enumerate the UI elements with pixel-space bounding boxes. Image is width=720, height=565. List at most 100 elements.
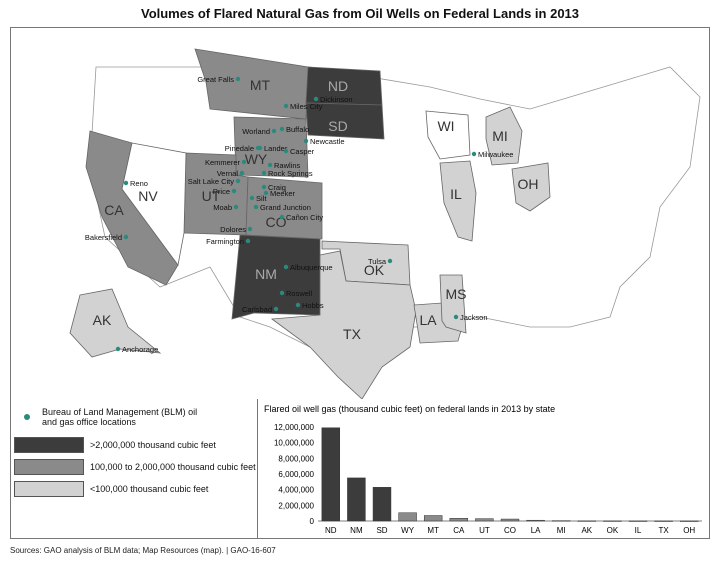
state-label-wy: WY xyxy=(245,151,268,167)
bar-nm xyxy=(347,477,366,522)
office-label: Vernal xyxy=(217,169,239,178)
office-dot-icon xyxy=(387,258,393,264)
bar-nd xyxy=(321,427,341,522)
office-label: Dolores xyxy=(220,225,246,234)
bar-ca xyxy=(449,518,469,522)
bar-tx xyxy=(654,520,673,522)
state-label-wi: WI xyxy=(437,118,454,134)
office-label: Albuquerque xyxy=(290,263,333,272)
office-label: Rock Springs xyxy=(268,169,313,178)
office-dot-icon xyxy=(295,302,301,308)
state-NV xyxy=(121,142,187,266)
office-label: Farmington xyxy=(206,237,244,246)
office-label: Grand Junction xyxy=(260,203,311,212)
us-map: MT ND SD WY UT CO CA NV NM OK TX LA MS IL OH MI WI AK Gre… xyxy=(10,27,710,399)
x-tick-label: SD xyxy=(376,526,387,535)
office-dot-icon xyxy=(267,162,273,168)
source-note: Sources: GAO analysis of BLM data; Map R… xyxy=(10,546,276,555)
office-dot-icon xyxy=(24,414,30,420)
office-label: Rawlins xyxy=(274,161,301,170)
y-tick-label: 10,000,000 xyxy=(274,439,315,448)
office-label: Anchorage xyxy=(122,345,158,354)
x-tick-label: MT xyxy=(427,526,439,535)
y-tick-label: 2,000,000 xyxy=(278,501,314,510)
bar-la xyxy=(526,519,545,522)
office-dot-icon xyxy=(249,195,255,201)
office-dot-icon xyxy=(261,170,267,176)
office-label: Casper xyxy=(290,147,315,156)
office-dot-icon xyxy=(471,151,477,157)
office-label: Craig xyxy=(268,183,286,192)
x-tick-label: LA xyxy=(531,526,541,535)
office-dot-icon xyxy=(279,214,285,220)
legend-swatch-dark xyxy=(14,437,84,453)
office-dot-icon xyxy=(253,204,259,210)
x-tick-label: ND xyxy=(325,526,337,535)
office-dot-icon xyxy=(239,170,245,176)
map-title: Volumes of Flared Natural Gas from Oil W… xyxy=(140,6,580,21)
office-dot-icon xyxy=(303,138,309,144)
office-dot-icon xyxy=(235,76,241,82)
state-MI xyxy=(485,106,523,166)
state-label-ut: UT xyxy=(202,188,221,204)
state-label-tx: TX xyxy=(343,326,362,342)
office-dot-icon xyxy=(263,190,269,196)
state-OH xyxy=(511,162,551,212)
office-dot-icon xyxy=(231,188,237,194)
office-dot-icon xyxy=(283,264,289,270)
state-label-sd: SD xyxy=(328,118,347,134)
office-dot-icon xyxy=(245,238,251,244)
office-dot-icon xyxy=(283,103,289,109)
bar-ok xyxy=(603,520,622,522)
office-dot-icon xyxy=(313,96,319,102)
bar-mt xyxy=(423,515,443,522)
x-tick-label: IL xyxy=(635,526,642,535)
office-label: Meeker xyxy=(270,189,296,198)
office-label: Hobbs xyxy=(302,301,324,310)
legend-tier-medium: 100,000 to 2,000,000 thousand cubic feet xyxy=(90,462,256,472)
office-label: Reno xyxy=(130,179,148,188)
state-NM xyxy=(231,234,321,320)
state-label-nm: NM xyxy=(255,266,277,282)
legend-tier-dark: >2,000,000 thousand cubic feet xyxy=(90,440,216,450)
office-dot-icon xyxy=(247,226,253,232)
office-label: Kemmerer xyxy=(205,158,241,167)
office-label: Cañon City xyxy=(286,213,323,222)
state-AK xyxy=(69,288,162,358)
office-label: Moab xyxy=(213,203,232,212)
x-tick-label: MI xyxy=(557,526,566,535)
chart-title: Flared oil well gas (thousand cubic feet… xyxy=(264,404,555,414)
office-label: Roswell xyxy=(286,289,313,298)
state-label-ok: OK xyxy=(364,262,385,278)
x-tick-label: NM xyxy=(350,526,363,535)
state-label-mi: MI xyxy=(492,128,508,144)
office-dot-icon xyxy=(241,159,247,165)
state-label-ms: MS xyxy=(446,286,467,302)
legend-tier-light: <100,000 thousand cubic feet xyxy=(90,484,209,494)
office-dot-icon xyxy=(235,178,241,184)
office-label: Newcastle xyxy=(310,137,345,146)
x-tick-label: WY xyxy=(401,526,415,535)
x-tick-label: CO xyxy=(504,526,516,535)
x-tick-label: OH xyxy=(683,526,695,535)
x-tick-label: OK xyxy=(607,526,619,535)
office-label: Price xyxy=(213,187,230,196)
office-label: Dickinson xyxy=(320,95,353,104)
state-label-oh: OH xyxy=(518,176,539,192)
office-dot-icon xyxy=(283,148,289,154)
office-dot-icon xyxy=(453,314,459,320)
bar-mi xyxy=(551,520,571,522)
state-label-nd: ND xyxy=(328,78,348,94)
office-label: Great Falls xyxy=(197,75,234,84)
legend-office-label: Bureau of Land Management (BLM) oil and … xyxy=(42,407,198,427)
office-label: Bakersfield xyxy=(85,233,122,242)
bar-wy xyxy=(398,512,417,522)
legend-swatch-light xyxy=(14,481,84,497)
state-IL xyxy=(439,160,477,242)
office-label: Worland xyxy=(242,127,270,136)
figure-frame xyxy=(10,27,710,539)
office-label: Carlsbad xyxy=(242,305,272,314)
x-tick-label: CA xyxy=(453,526,465,535)
office-dot-icon xyxy=(233,204,239,210)
office-dot-icon xyxy=(261,184,267,190)
